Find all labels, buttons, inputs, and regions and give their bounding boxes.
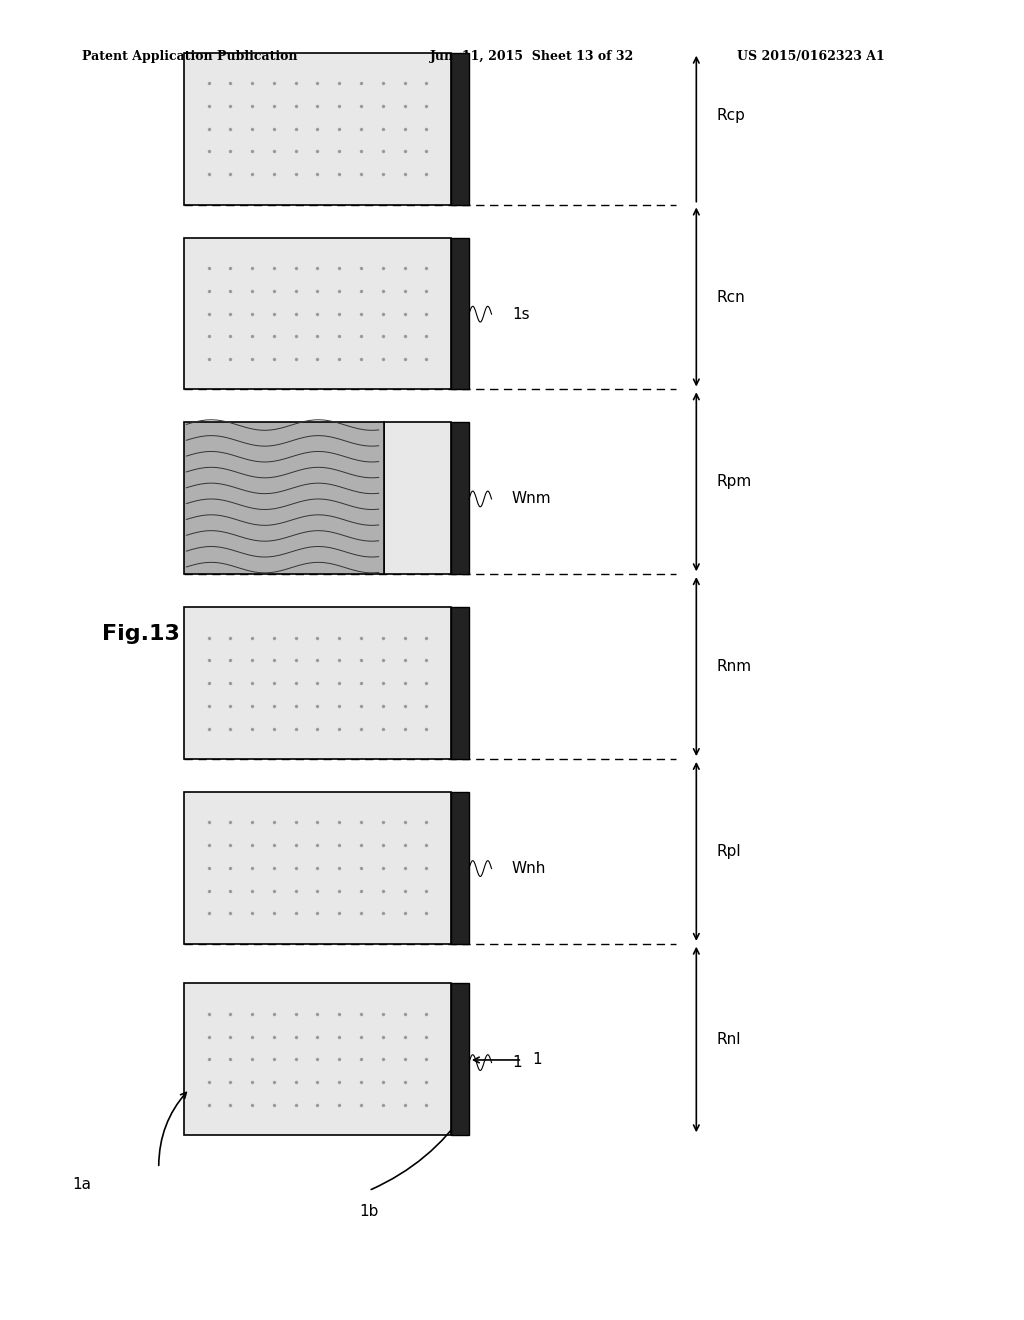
Text: US 2015/0162323 A1: US 2015/0162323 A1 [737, 50, 885, 63]
Text: 1: 1 [512, 1055, 521, 1071]
Text: Wnm: Wnm [512, 491, 552, 507]
Text: Rcn: Rcn [717, 289, 745, 305]
Bar [451, 422, 469, 574]
Text: Rnl: Rnl [717, 1032, 741, 1047]
Bar [451, 53, 469, 205]
Bar [184, 53, 451, 205]
Bar [451, 792, 469, 944]
Text: Rpm: Rpm [717, 474, 752, 490]
Bar [184, 607, 451, 759]
Text: Rpl: Rpl [717, 843, 741, 859]
Bar [451, 983, 469, 1135]
Text: Jun. 11, 2015  Sheet 13 of 32: Jun. 11, 2015 Sheet 13 of 32 [430, 50, 634, 63]
Text: Patent Application Publication: Patent Application Publication [82, 50, 297, 63]
Text: Fig.13: Fig.13 [102, 623, 180, 644]
Text: Rcp: Rcp [717, 108, 745, 123]
Bar [184, 792, 451, 944]
Text: Rnm: Rnm [717, 659, 752, 675]
Text: 1s: 1s [512, 306, 529, 322]
Bar [184, 422, 384, 574]
Text: 1: 1 [532, 1052, 542, 1068]
Text: 1b: 1b [359, 1204, 378, 1220]
Bar [184, 238, 451, 389]
Bar [384, 422, 451, 574]
Bar [451, 607, 469, 759]
Text: 1a: 1a [73, 1176, 91, 1192]
Bar [451, 238, 469, 389]
Bar [184, 983, 451, 1135]
Text: Wnh: Wnh [512, 861, 547, 876]
